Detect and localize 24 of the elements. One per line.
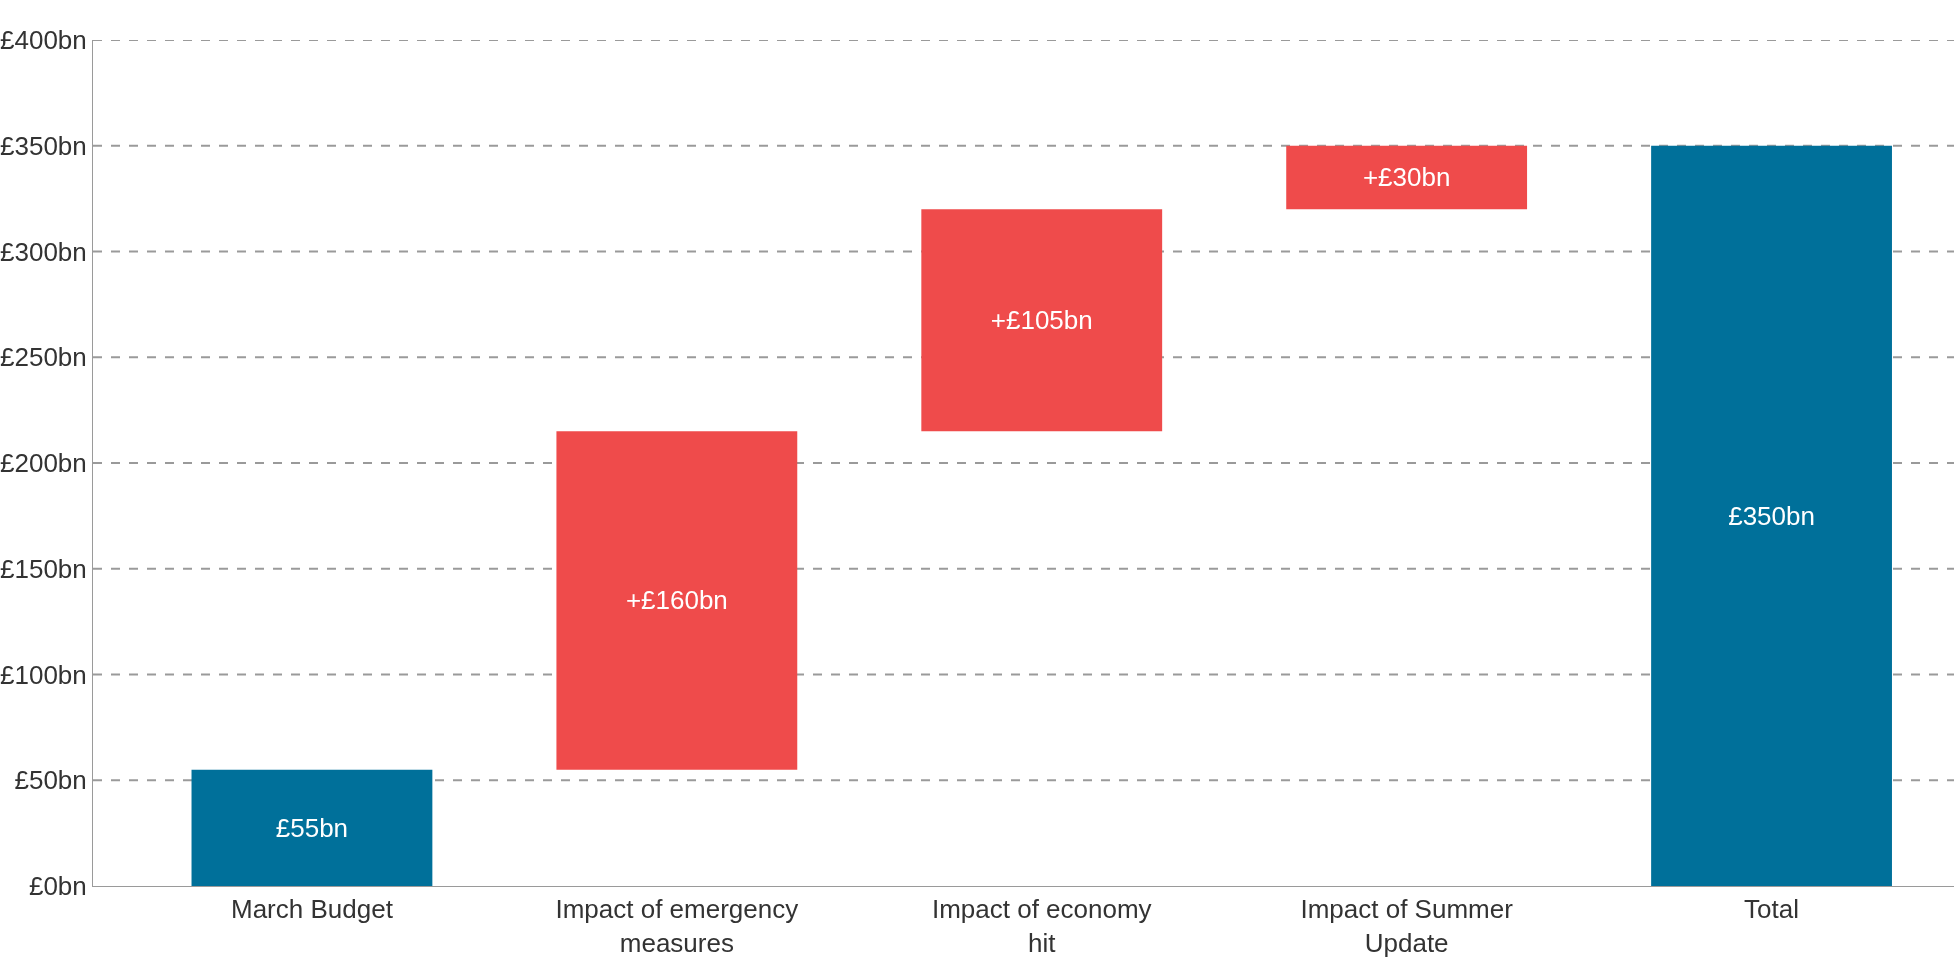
data-label: £55bn [275, 812, 349, 843]
y-tick-label: £100bn [0, 659, 87, 690]
y-tick-label: £300bn [0, 236, 87, 267]
bar [921, 209, 1163, 432]
x-tick-label: Impact of Summer Update [1300, 894, 1514, 958]
y-tick-label: £150bn [0, 553, 87, 584]
x-tick-label: Total [1744, 894, 1800, 925]
x-tick-label: March Budget [231, 894, 394, 925]
y-tick-label: £250bn [0, 342, 87, 373]
data-label: +£105bn [990, 305, 1093, 336]
y-tick-label: £0bn [28, 871, 87, 902]
y-tick-label: £200bn [0, 448, 87, 479]
y-tick-label: £350bn [0, 130, 87, 161]
y-tick-label: £50bn [14, 765, 87, 796]
bar [556, 431, 798, 770]
x-tick-label: Impact of emergency measures [555, 894, 799, 958]
data-label: £350bn [1728, 500, 1815, 531]
data-label: +£30bn [1362, 162, 1451, 193]
data-label: +£160bn [625, 585, 728, 616]
x-tick-label: Impact of economy hit [931, 894, 1152, 958]
bar [191, 769, 433, 886]
bar [1286, 145, 1528, 210]
bar [1651, 145, 1892, 886]
y-tick-label: £400bn [0, 25, 87, 56]
